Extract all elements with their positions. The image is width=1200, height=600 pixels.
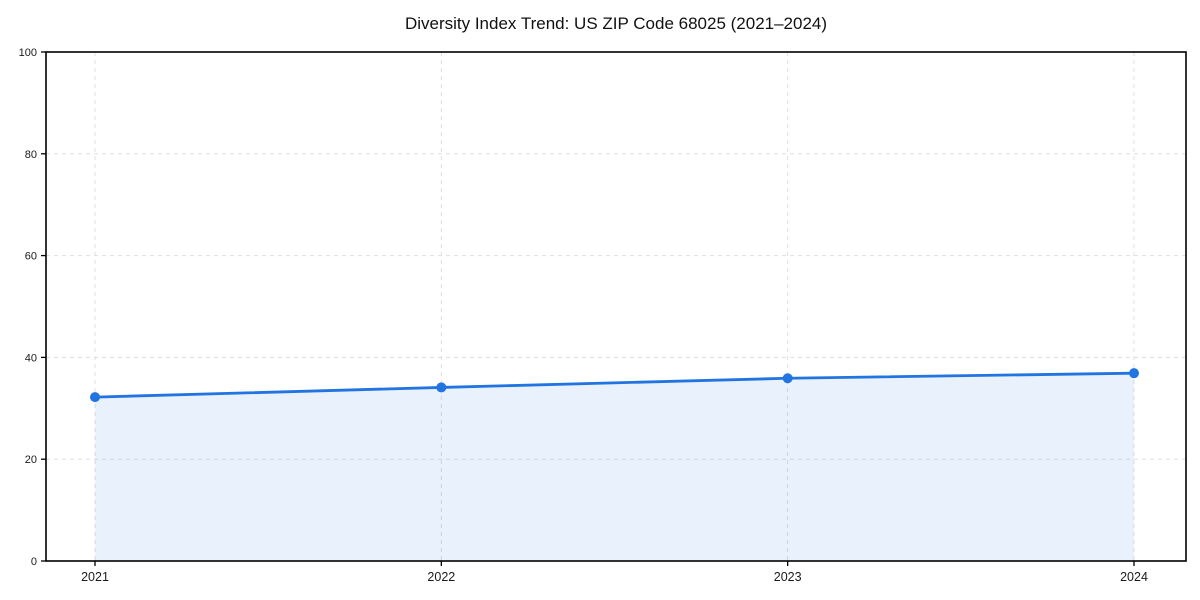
y-tick-label: 40 xyxy=(25,352,37,364)
axes-frame xyxy=(45,51,1187,562)
trend-line-layer xyxy=(93,371,1136,399)
axis-ticks xyxy=(41,51,1135,566)
y-tick-label: 100 xyxy=(19,47,37,59)
data-point-marker xyxy=(782,373,793,384)
trend-line xyxy=(93,371,1136,399)
x-tick-label: 2021 xyxy=(81,570,109,584)
x-tick-label: 2024 xyxy=(1120,570,1148,584)
y-tick-label: 60 xyxy=(25,251,37,263)
area-fill-layer xyxy=(95,373,1134,561)
chart-title: Diversity Index Trend: US ZIP Code 68025… xyxy=(405,14,827,33)
y-tick-label: 0 xyxy=(31,556,37,568)
x-tick-label: 2023 xyxy=(774,570,802,584)
plot-border xyxy=(45,51,1187,562)
data-point-markers xyxy=(90,368,1139,403)
data-point-marker xyxy=(436,382,447,393)
x-tick-label: 2022 xyxy=(427,570,455,584)
axis-tick-labels: 0 20 40 60 80 100 2021 2022 2023 2024 xyxy=(19,47,1148,584)
data-point-marker xyxy=(1129,368,1139,379)
y-tick-label: 80 xyxy=(25,149,37,161)
area-fill xyxy=(95,373,1134,561)
data-point-marker xyxy=(90,392,100,403)
y-tick-label: 20 xyxy=(25,454,37,466)
